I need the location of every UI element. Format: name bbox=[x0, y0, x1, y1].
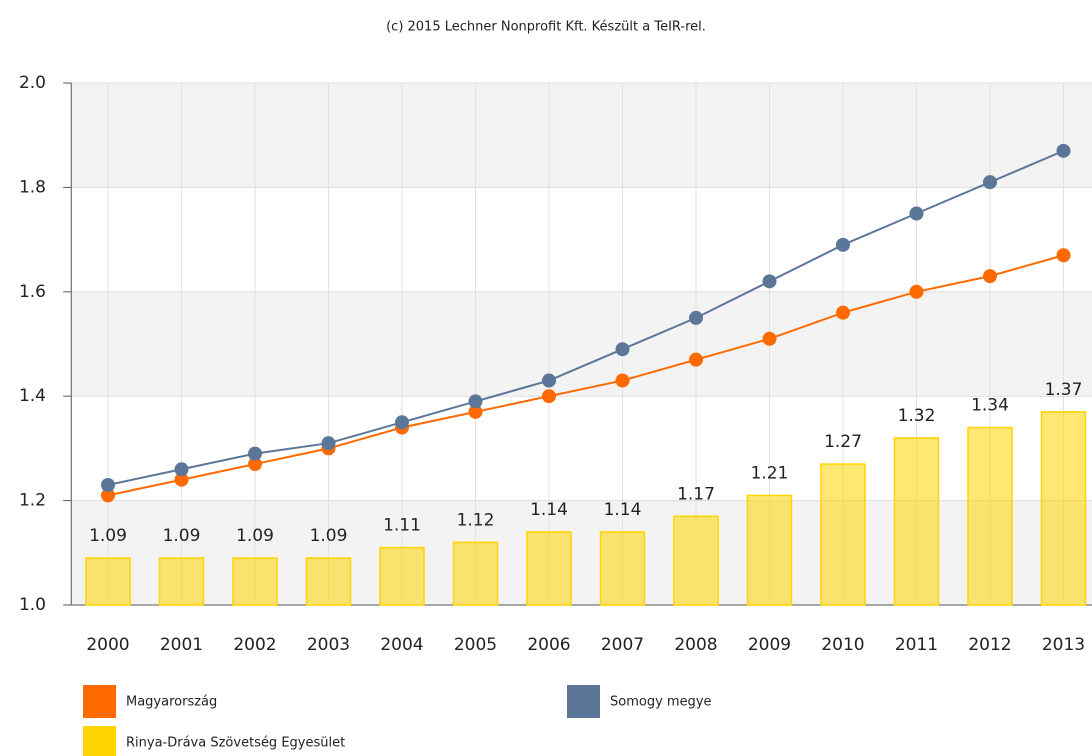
x-tick-label: 2004 bbox=[380, 635, 423, 655]
point bbox=[615, 342, 630, 357]
point bbox=[836, 237, 850, 252]
point bbox=[542, 389, 556, 404]
point bbox=[542, 373, 556, 388]
point bbox=[983, 175, 997, 190]
point bbox=[174, 472, 189, 487]
x-tick-label: 2003 bbox=[307, 635, 350, 655]
y-tick-label: 1.2 bbox=[19, 491, 46, 511]
x-tick-label: 2002 bbox=[233, 635, 276, 655]
data-label: 1.14 bbox=[530, 500, 568, 520]
point bbox=[983, 269, 997, 284]
data-label: 1.09 bbox=[236, 526, 274, 546]
data-label: 1.09 bbox=[89, 526, 127, 546]
point bbox=[174, 462, 189, 477]
x-tick-label: 2006 bbox=[527, 635, 570, 655]
plot-band bbox=[71, 291, 1092, 397]
legend-label: Rinya-Dráva Szövetség Egyesület bbox=[126, 736, 345, 751]
point bbox=[1056, 248, 1071, 263]
y-tick-label: 1.0 bbox=[19, 595, 46, 615]
data-label: 1.17 bbox=[677, 484, 715, 504]
legend-label: Magyarország bbox=[126, 695, 217, 710]
point bbox=[248, 457, 262, 472]
bar bbox=[820, 463, 866, 606]
x-tick-label: 2010 bbox=[821, 635, 864, 655]
point bbox=[909, 206, 924, 221]
bar bbox=[452, 541, 499, 606]
x-tick-label: 2013 bbox=[1042, 635, 1085, 655]
point bbox=[468, 394, 483, 409]
data-label: 1.27 bbox=[824, 432, 862, 452]
data-label: 1.12 bbox=[457, 510, 495, 530]
x-tick-label: 2011 bbox=[895, 635, 938, 655]
bar bbox=[85, 557, 131, 606]
bar bbox=[379, 546, 425, 606]
legend-label: Somogy megye bbox=[610, 695, 712, 710]
line bbox=[107, 149, 1064, 486]
data-label: 1.14 bbox=[604, 500, 642, 520]
y-tick-label: 1.8 bbox=[19, 177, 46, 197]
chart-title: (c) 2015 Lechner Nonprofit Kft. Készült … bbox=[386, 20, 706, 35]
bar bbox=[746, 494, 793, 606]
line bbox=[107, 254, 1064, 497]
y-tick-label: 1.6 bbox=[19, 282, 46, 302]
legend-swatch bbox=[83, 685, 116, 718]
bar bbox=[599, 531, 646, 606]
point bbox=[909, 284, 924, 299]
point bbox=[1056, 143, 1071, 158]
data-label: 1.34 bbox=[971, 396, 1009, 416]
bar bbox=[158, 557, 205, 606]
legend-swatch bbox=[83, 726, 116, 756]
plot-band bbox=[71, 83, 1092, 188]
bar bbox=[967, 426, 1013, 606]
x-tick-label: 2000 bbox=[86, 635, 129, 655]
point bbox=[395, 415, 409, 430]
bar bbox=[893, 437, 940, 606]
x-tick-label: 2007 bbox=[601, 635, 644, 655]
data-label: 1.32 bbox=[898, 406, 936, 426]
data-label: 1.11 bbox=[383, 516, 421, 536]
y-tick-label: 1.4 bbox=[19, 386, 46, 406]
bar bbox=[526, 531, 572, 606]
data-label: 1.37 bbox=[1045, 380, 1083, 400]
point bbox=[468, 404, 483, 419]
x-tick-label: 2001 bbox=[160, 635, 203, 655]
data-label: 1.09 bbox=[310, 526, 348, 546]
point bbox=[689, 310, 703, 325]
bar bbox=[673, 515, 719, 606]
x-tick-label: 2012 bbox=[968, 635, 1011, 655]
point bbox=[101, 477, 115, 492]
data-label: 1.09 bbox=[163, 526, 201, 546]
y-tick-label: 2.0 bbox=[19, 73, 46, 93]
bar bbox=[232, 557, 278, 606]
point bbox=[101, 488, 115, 503]
point bbox=[762, 331, 777, 346]
point bbox=[836, 305, 850, 320]
x-tick-label: 2008 bbox=[674, 635, 717, 655]
point bbox=[615, 373, 630, 388]
point bbox=[321, 436, 336, 451]
bar bbox=[305, 557, 352, 606]
legend-swatch bbox=[567, 685, 600, 718]
point bbox=[689, 352, 703, 367]
x-tick-label: 2005 bbox=[454, 635, 497, 655]
x-tick-label: 2009 bbox=[748, 635, 791, 655]
point bbox=[762, 274, 777, 289]
data-label: 1.21 bbox=[751, 463, 789, 483]
point bbox=[248, 446, 262, 461]
bar bbox=[1040, 411, 1087, 606]
